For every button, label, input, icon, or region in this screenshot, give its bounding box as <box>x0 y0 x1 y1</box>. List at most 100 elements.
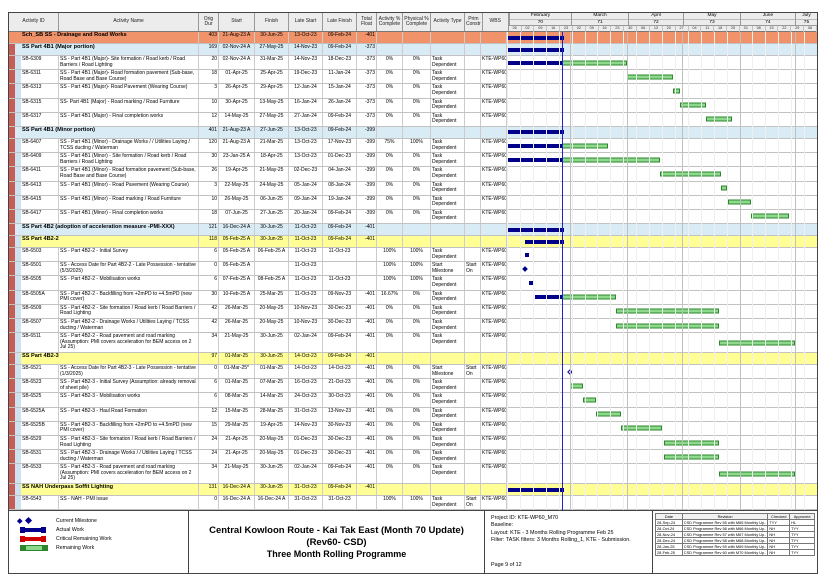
gantt-bar-remaining-work[interactable] <box>663 454 720 460</box>
activity-type <box>431 484 465 496</box>
column-header-id[interactable]: Activity ID <box>9 13 59 31</box>
column-header-dur[interactable]: Orig Dur <box>199 13 219 31</box>
gantt-bar-remaining-work[interactable] <box>706 116 733 122</box>
activity-row[interactable]: SB-6525A SS - Part 4B2-3 - Haul Road Form… <box>9 407 817 422</box>
activity-row[interactable]: SB-6521 SS - Access Date for Part 4B2-3 -… <box>9 364 817 380</box>
activity-row[interactable]: SB-6311 SS - Part 4B1 (Major)- Road forma… <box>9 70 817 85</box>
gantt-bar-remaining-work[interactable] <box>595 411 622 417</box>
column-header-phys_pct[interactable]: Physical % Complete <box>403 13 431 31</box>
gantt-bar-remaining-work[interactable] <box>569 383 583 389</box>
activity-row[interactable]: SB-6525 SS - Part 4B2-3 - Mobilisation wo… <box>9 393 817 408</box>
summary-row[interactable]: SS Part 4B1 (Minor portion) 401 21-Aug-23 … <box>9 126 817 139</box>
summary-row[interactable]: SS Part 4B1 (Major portion) 169 02-Nov-24 … <box>9 44 817 56</box>
column-header-float[interactable]: Total Float <box>357 13 377 31</box>
gantt-bar-remaining-work[interactable] <box>562 60 627 66</box>
gantt-bar-remaining-work[interactable] <box>721 185 727 191</box>
column-header-late_start[interactable]: Late Start <box>289 13 323 31</box>
late-start-date: 01-Dec-23 <box>289 450 323 464</box>
activity-row[interactable]: SB-6529 SS - Part 4B2-3 - Site formation … <box>9 435 817 451</box>
gantt-row-canvas <box>507 139 817 152</box>
summary-row[interactable]: SS Part 4B2 (adoption of acceleration me… <box>9 224 817 237</box>
activity-row[interactable]: SB-6407 SS - Part 4B1 (Minor) - Drainage … <box>9 138 817 154</box>
milestone-diamond[interactable] <box>566 368 573 375</box>
column-header-wbs[interactable]: WBS <box>483 13 509 31</box>
gantt-bar-actual-work[interactable] <box>534 295 565 300</box>
gantt-bar-actual-work[interactable] <box>507 130 565 135</box>
month-number: 75 <box>803 20 810 25</box>
gantt-bar-actual-work[interactable] <box>507 487 565 492</box>
activity-row[interactable]: SB-6415 SS - Part 4B1 (Minor) - Road mark… <box>9 195 817 210</box>
gantt-bar-actual-work[interactable] <box>529 281 533 286</box>
activity-row[interactable]: SB-6315 SS- Part 4B1 (Major) - Road marki… <box>9 98 817 113</box>
activity-row[interactable]: SB-6509 SS - Part 4B2-2 - Site formation … <box>9 304 817 319</box>
activity-row[interactable]: SB-6313 SS - Part 4B1 (Major)- Road Pavem… <box>9 84 817 99</box>
gantt-bar-remaining-work[interactable] <box>680 102 707 108</box>
physical-pct: 0% <box>403 56 431 70</box>
summary-row[interactable]: SS Part 4B2-3 97 01-Mar-25 30-Jun-25 14-Oct-… <box>9 352 817 365</box>
gantt-bar-remaining-work[interactable] <box>621 425 662 431</box>
activity-row[interactable]: SB-6309 SS - Part 4B1 (Major)- Site forma… <box>9 56 817 71</box>
activity-row[interactable]: SB-6317 SS - Part 4B1 (Major) - Final com… <box>9 112 817 127</box>
activity-row[interactable]: SB-6413 SS - Part 4B1 (Minor) - Road Pave… <box>9 181 817 196</box>
gantt-bar-remaining-work[interactable] <box>615 323 720 329</box>
gantt-bar-remaining-work[interactable] <box>562 143 609 149</box>
gantt-bar-remaining-work[interactable] <box>673 88 681 94</box>
activity-row[interactable]: SB-6531 SS - Part 4B2-3 - Drainage Works … <box>9 450 817 465</box>
gantt-bar-actual-work[interactable] <box>507 35 565 40</box>
gantt-bar-actual-work[interactable] <box>525 252 530 257</box>
late-start-date: 27-Jan-24 <box>289 112 323 126</box>
activity-name: SS - Part 4B2-3 - Site formation / Road … <box>59 435 199 450</box>
column-header-name[interactable]: Activity Name <box>59 13 199 31</box>
milestone-diamond[interactable] <box>522 266 529 272</box>
column-header-finish[interactable]: Finish <box>255 13 289 31</box>
late-start-date: 02-Jan-24 <box>289 464 323 484</box>
gantt-bar-remaining-work[interactable] <box>719 340 795 346</box>
column-header-act_pct[interactable]: Activity % Complete <box>377 13 403 31</box>
activity-row[interactable]: SB-6411 SS - Part 4B1 (Minor) - Road form… <box>9 167 817 182</box>
wbs-band-level1 <box>9 407 15 421</box>
column-header-late_finish[interactable]: Late Finish <box>323 13 357 31</box>
activity-row[interactable]: SB-6505 SS - Part 4B2-2 - Mobilisation wo… <box>9 276 817 291</box>
finish-date: 30-Jun-25 <box>255 32 289 43</box>
summary-row[interactable]: SS NAH Underpass Soffit Lighting 131 16-De… <box>9 484 817 497</box>
activity-row[interactable]: SB-6417 SS - Part 4B1 (Minor) - Final com… <box>9 209 817 225</box>
gantt-bar-actual-work[interactable] <box>507 227 565 232</box>
gantt-bar-actual-work[interactable] <box>507 157 565 162</box>
gantt-bar-remaining-work[interactable] <box>663 440 720 445</box>
wbs-band-level1 <box>9 435 15 450</box>
column-header-start[interactable]: Start <box>219 13 255 31</box>
activity-row[interactable]: SB-6409 SS - Part 4B1 (Minor) - Site form… <box>9 153 817 168</box>
gantt-bar-remaining-work[interactable] <box>562 294 616 300</box>
total-float <box>357 276 377 290</box>
gantt-bar-remaining-work[interactable] <box>626 74 674 80</box>
activity-row[interactable]: SB-6503 SS - Part 4B2-2 - Initial Survey 6… <box>9 248 817 263</box>
gantt-bar-remaining-work[interactable] <box>582 397 596 403</box>
gantt-bar-actual-work[interactable] <box>507 60 565 65</box>
activity-row[interactable]: SB-6523 SS - Part 4B2-3 - Initial Survey … <box>9 379 817 394</box>
activity-row[interactable]: SB-6505A SS - Part 4B2-2 - Backfilling fr… <box>9 290 817 305</box>
gantt-bar-actual-work[interactable] <box>507 143 565 148</box>
activity-row[interactable]: SB-6501 SS - Access Date for Part 4B2-2 -… <box>9 262 817 277</box>
column-header-type[interactable]: Activity Type <box>431 13 465 31</box>
late-finish-date: 09-Feb-24 <box>323 236 357 248</box>
activity-row[interactable]: SB-6533 SS - Part 4B2-3 - Road pavement a… <box>9 464 817 485</box>
gantt-bar-remaining-work[interactable] <box>750 213 790 219</box>
gantt-bar-actual-work[interactable] <box>525 239 565 244</box>
summary-row[interactable]: Sch_SB SS - Drainage and Road Works 403 21… <box>9 32 817 44</box>
column-header-constr[interactable]: Prim Constr <box>465 13 483 31</box>
summary-row[interactable]: SS Part 4B2-2 118 05-Feb-25 A 30-Jun-25 11-O… <box>9 236 817 249</box>
activity-table-body: Sch_SB SS - Drainage and Road Works 403 21… <box>9 32 817 510</box>
activity-row[interactable]: SB-6511 SS - Part 4B2-2 - Road pavement a… <box>9 333 817 353</box>
gantt-bar-remaining-work[interactable] <box>719 471 795 477</box>
activity-row[interactable]: SB-6507 SS - Part 4B2-2 - Drainage Works … <box>9 319 817 334</box>
activity-name: SS - Part 4B2-2 - Drainage Works / Utili… <box>59 319 199 333</box>
gantt-bar-remaining-work[interactable] <box>728 199 751 205</box>
gantt-bar-actual-work[interactable] <box>507 47 565 52</box>
activity-row[interactable]: SB-6525B SS - Part 4B2-3 - Backfilling fr… <box>9 421 817 436</box>
finish-date: 14-Mar-25 <box>255 393 289 407</box>
gantt-bar-remaining-work[interactable] <box>562 157 661 163</box>
gantt-bar-remaining-work[interactable] <box>660 171 722 177</box>
orig-dur: 0 <box>199 364 219 379</box>
gantt-bar-remaining-work[interactable] <box>615 308 720 314</box>
